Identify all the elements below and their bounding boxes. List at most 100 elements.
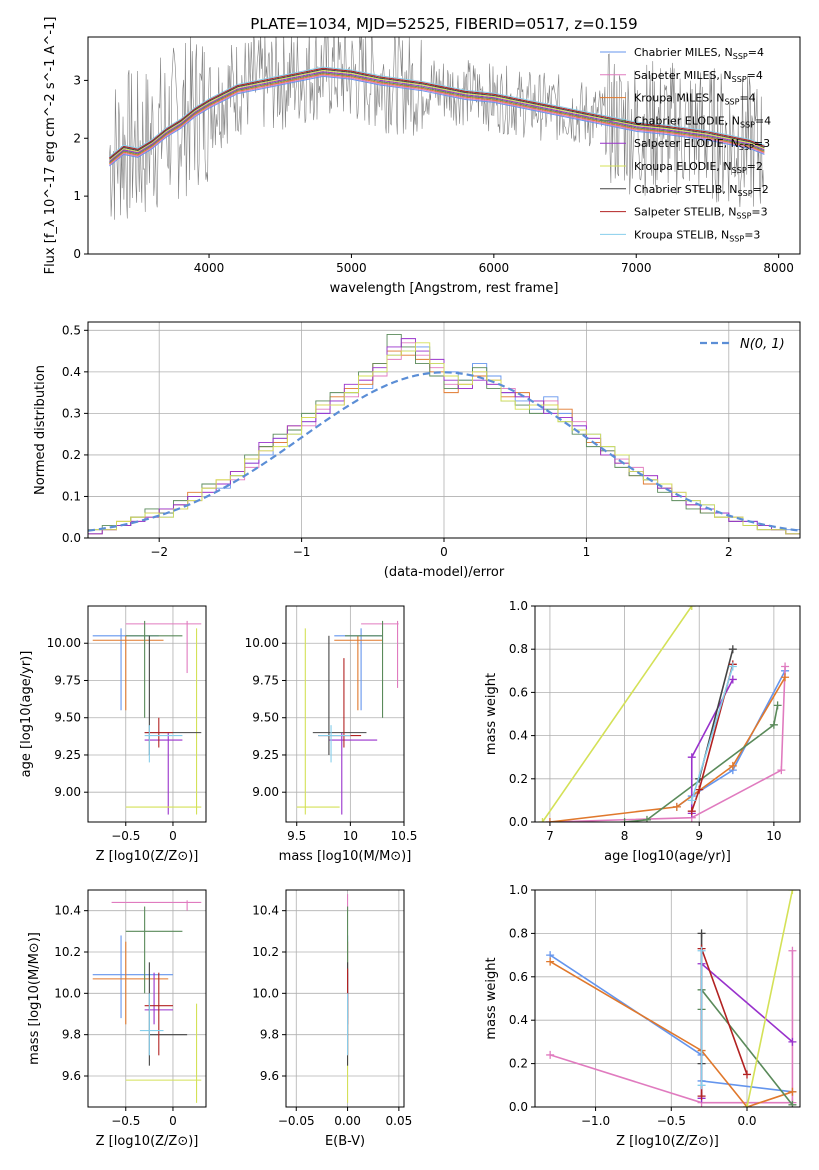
x-axis-label: Z [log10(Z/Z⊙)] <box>96 849 199 864</box>
y-tick-label: 10.0 <box>252 986 279 1000</box>
x-tick-label: 7000 <box>621 261 652 275</box>
histogram-3 <box>88 334 800 538</box>
y-tick-label: 1 <box>73 189 81 203</box>
weight-line-1 <box>549 666 786 822</box>
y-axis-label: mass [log10(M/M⊙)] <box>27 932 42 1065</box>
x-axis-label: E(B-V) <box>325 1134 365 1149</box>
legend-label-normal: N(0, 1) <box>740 337 785 352</box>
y-tick-label: 10.0 <box>54 986 81 1000</box>
model-line-7 <box>109 67 765 159</box>
y-axis-label: Flux [f_λ 10^-17 erg cm^-2 s^-1 A^-1] <box>43 17 58 275</box>
x-tick-label: 10 <box>766 829 781 843</box>
weight-line-8 <box>690 666 734 801</box>
x-tick-label: 0.05 <box>386 1114 413 1128</box>
data-spectrum-line <box>109 37 765 220</box>
y-tick-label: 9.50 <box>252 711 279 725</box>
weight-marker <box>687 796 696 805</box>
y-tick-label: 1.0 <box>509 883 528 897</box>
model-line-8 <box>109 66 765 158</box>
x-tick-label: 0.0 <box>737 1114 756 1128</box>
weight-line-5 <box>541 606 693 822</box>
weight-marker <box>743 1103 751 1107</box>
weight-marker <box>697 946 706 955</box>
y-axis-label: mass weight <box>484 673 499 755</box>
weight-marker <box>788 890 797 894</box>
weight-vs-Z-panel: −1.0 −0.5 0.0 0.0 0.2 0.4 0.6 0.8 1.0 Z [log10(Z/… <box>484 883 801 1149</box>
weight-marker <box>545 818 554 822</box>
y-tick-label: 10.4 <box>54 904 81 918</box>
y-tick-label: 9.75 <box>54 673 81 687</box>
weight-marker <box>620 818 629 822</box>
legend-label-5: Kroupa ELODIE, NSSP=2 <box>634 160 763 175</box>
spectrum-legend: Chabrier MILES, NSSP=4 Salpeter MILES, NS… <box>600 46 771 243</box>
weight-marker <box>728 645 737 654</box>
legend-label-1: Salpeter MILES, NSSP=4 <box>634 69 763 84</box>
y-tick-label: 10.00 <box>245 636 279 650</box>
y-tick-label: 0.8 <box>509 642 528 656</box>
model-line-4 <box>109 71 765 162</box>
y-tick-label: 0.6 <box>509 685 528 699</box>
x-tick-label: 10 <box>343 829 358 843</box>
mass-vs-Z-panel: −0.5 0 9.6 9.8 10.0 10.2 10.4 Z [log10(Z/Z⊙)] ma… <box>27 889 207 1149</box>
x-tick-label: 6000 <box>479 261 510 275</box>
weight-marker <box>728 675 737 684</box>
y-tick-label: 0.0 <box>509 815 528 829</box>
y-tick-label: 0.4 <box>62 365 81 379</box>
age-vs-mass-panel: 9.5 10 10.5 9.00 9.25 9.50 9.75 10.00 mass [log1… <box>245 605 418 864</box>
y-tick-label: 9.6 <box>260 1069 279 1083</box>
weight-vs-age-panel: 7 8 9 10 0.0 0.2 0.4 0.6 0.8 1.0 age [log10(age/yr… <box>484 599 801 864</box>
x-tick-label: −1 <box>293 545 311 559</box>
x-axis-label: Z [log10(Z/Z⊙)] <box>96 1134 199 1149</box>
x-tick-label: −0.5 <box>111 829 140 843</box>
weight-marker <box>777 766 786 775</box>
axes-frame <box>87 321 801 539</box>
weight-marker <box>788 1037 797 1046</box>
y-tick-label: 9.8 <box>62 1028 81 1042</box>
spectrum-panel: 4000 5000 6000 7000 8000 0 1 2 3 wavelength [Angs… <box>43 17 801 296</box>
x-tick-label: −0.5 <box>111 1114 140 1128</box>
y-tick-label: 9.00 <box>54 785 81 799</box>
weight-marker <box>687 753 696 762</box>
y-tick-label: 0.1 <box>62 489 81 503</box>
weight-marker <box>642 815 651 822</box>
weight-line-2 <box>549 960 793 1107</box>
spectrum-marks <box>109 37 765 220</box>
legend-label-4: Salpeter ELODIE, NSSP=3 <box>634 137 770 152</box>
axes-frame <box>285 889 405 1108</box>
x-tick-label: 9 <box>695 829 703 843</box>
x-tick-label: 8000 <box>763 261 794 275</box>
x-axis-label: (data-model)/error <box>384 565 505 580</box>
axes-frame <box>87 36 801 255</box>
weight-marker <box>728 662 737 671</box>
weight-line-2 <box>549 676 786 822</box>
x-tick-label: 10.5 <box>391 829 418 843</box>
age-vs-Z-panel: −0.5 0 9.00 9.25 9.50 9.75 10.00 Z [log10(Z/Z⊙)… <box>19 605 207 864</box>
mass-vs-Z-marks <box>92 900 202 1103</box>
weight-marker <box>538 818 547 822</box>
y-tick-label: 0.3 <box>62 406 81 420</box>
weight-marker <box>697 929 706 938</box>
residuals-marks <box>88 334 800 538</box>
weight-marker <box>697 1092 706 1101</box>
x-tick-label: 4000 <box>194 261 225 275</box>
y-tick-label: 10.2 <box>54 945 81 959</box>
axes-frame <box>534 605 801 823</box>
weight-marker <box>687 606 696 610</box>
weight-line-7 <box>700 948 748 1097</box>
legend-label-3: Chabrier ELODIE, NSSP=4 <box>634 114 771 129</box>
y-tick-label: 9.00 <box>252 785 279 799</box>
y-tick-label: 0.2 <box>509 772 528 786</box>
x-tick-label: −0.5 <box>657 1114 686 1128</box>
y-tick-label: 0.0 <box>509 1100 528 1114</box>
weight-vs-Z-marks <box>546 890 797 1107</box>
model-line-6 <box>109 68 765 160</box>
legend-label-7: Salpeter STELIB, NSSP=3 <box>634 206 768 221</box>
y-tick-label: 0.4 <box>509 1013 528 1027</box>
model-line-5 <box>109 70 765 161</box>
axes-frame <box>285 605 405 823</box>
model-line-1 <box>109 74 765 166</box>
x-tick-label: −1.0 <box>581 1114 610 1128</box>
age-vs-mass-marks <box>296 620 399 815</box>
legend-label-8: Kroupa STELIB, NSSP=3 <box>634 228 760 243</box>
weight-marker <box>695 785 704 794</box>
